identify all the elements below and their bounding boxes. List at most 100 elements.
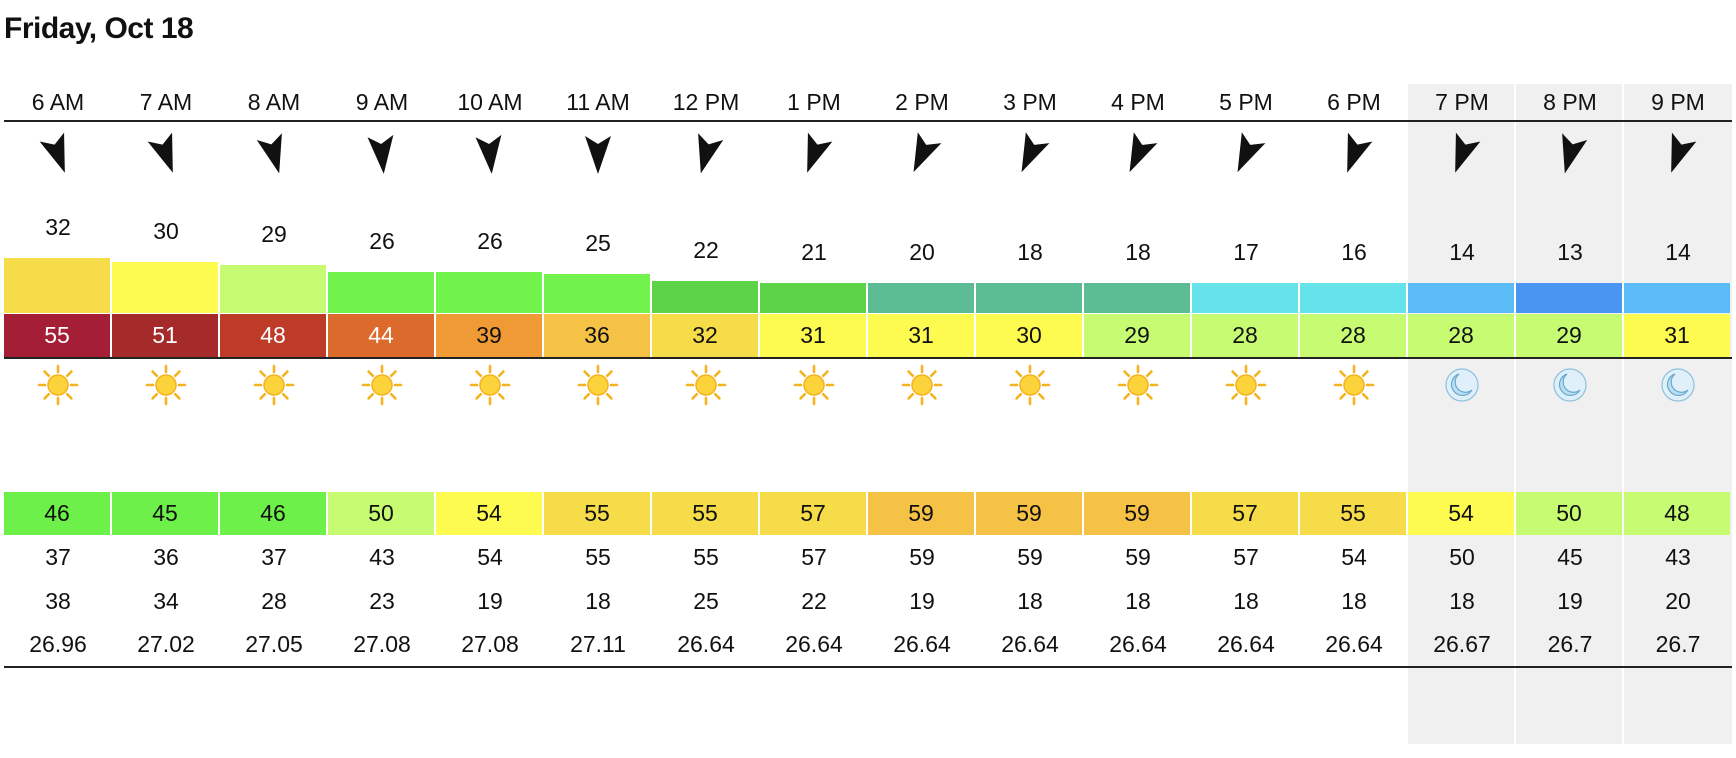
wind-speed-cell: 51 [112, 314, 218, 357]
sun-icon [1084, 364, 1192, 406]
sun-icon [1192, 364, 1300, 406]
wind-gust-value: 26 [477, 228, 503, 254]
column-separator [1622, 84, 1624, 744]
bottom-rule [4, 666, 1732, 668]
dew-point-value: 28 [261, 587, 287, 614]
column-separator [758, 84, 760, 744]
dew-point-value: 20 [1665, 587, 1691, 614]
wind-speed-cell: 30 [976, 314, 1082, 357]
wind-direction-arrow-icon [328, 128, 436, 180]
dew-point-value: 19 [1557, 587, 1583, 614]
pressure-value: 26.64 [677, 630, 735, 657]
wind-direction-arrow-icon [112, 128, 220, 180]
wind-gust-bar [1624, 283, 1730, 313]
wind-speed-cell: 55 [4, 314, 110, 357]
wind-direction-arrow-icon [1516, 128, 1624, 180]
dew-point-value: 19 [477, 587, 503, 614]
hourly-forecast-grid: 6 AM 32 55 46 37 38 26.96 7 AM 30 51 45 36 34 27.02 8 … [4, 84, 1732, 744]
hour-label: 1 PM [787, 88, 841, 115]
temperature-cell: 48 [1624, 492, 1730, 535]
wind-direction-arrow-icon [1084, 128, 1192, 180]
feels-like-value: 43 [369, 543, 395, 570]
wind-speed-cell: 31 [1624, 314, 1730, 357]
dew-point-value: 18 [1125, 587, 1151, 614]
wind-speed-cell: 28 [1408, 314, 1514, 357]
dew-point-value: 18 [1233, 587, 1259, 614]
temperature-cell: 46 [4, 492, 110, 535]
feels-like-value: 36 [153, 543, 179, 570]
header-rule [4, 120, 1732, 122]
wind-band-rule [4, 357, 1732, 359]
temperature-cell: 46 [220, 492, 326, 535]
pressure-value: 26.7 [1655, 630, 1701, 657]
wind-direction-arrow-icon [4, 128, 112, 180]
wind-gust-bar [652, 281, 758, 313]
feels-like-value: 37 [45, 543, 71, 570]
wind-gust-value: 30 [153, 218, 179, 244]
dew-point-value: 18 [585, 587, 611, 614]
column-separator [866, 84, 868, 744]
wind-speed-cell: 36 [544, 314, 650, 357]
hour-label: 2 PM [895, 88, 949, 115]
wind-gust-value: 21 [801, 239, 827, 265]
hour-label: 9 AM [355, 88, 409, 115]
temperature-cell: 50 [1516, 492, 1622, 535]
hour-label: 4 PM [1111, 88, 1165, 115]
column-separator [974, 84, 976, 744]
pressure-value: 26.96 [29, 630, 87, 657]
hour-label: 5 PM [1219, 88, 1273, 115]
pressure-value: 27.08 [461, 630, 519, 657]
temperature-cell: 54 [436, 492, 542, 535]
feels-like-value: 59 [1017, 543, 1043, 570]
dew-point-value: 23 [369, 587, 395, 614]
wind-gust-bar [328, 272, 434, 313]
wind-speed-cell: 31 [760, 314, 866, 357]
sun-icon [868, 364, 976, 406]
wind-gust-value: 32 [45, 214, 71, 240]
column-separator [434, 84, 436, 744]
column-separator [218, 84, 220, 744]
wind-speed-cell: 28 [1192, 314, 1298, 357]
dew-point-value: 18 [1017, 587, 1043, 614]
night-column-bg [1624, 84, 1732, 744]
wind-gust-value: 25 [585, 230, 611, 256]
column-separator [326, 84, 328, 744]
wind-gust-bar [976, 283, 1082, 313]
night-column-bg [1516, 84, 1624, 744]
sun-icon [976, 364, 1084, 406]
feels-like-value: 37 [261, 543, 287, 570]
sun-icon [544, 364, 652, 406]
hour-label: 7 PM [1435, 88, 1489, 115]
feels-like-value: 59 [1125, 543, 1151, 570]
temperature-cell: 59 [976, 492, 1082, 535]
feels-like-value: 57 [1233, 543, 1259, 570]
sun-icon [112, 364, 220, 406]
wind-direction-arrow-icon [976, 128, 1084, 180]
column-separator [542, 84, 544, 744]
wind-gust-value: 17 [1233, 239, 1259, 265]
feels-like-value: 45 [1557, 543, 1583, 570]
wind-direction-arrow-icon [436, 128, 544, 180]
dew-point-value: 25 [693, 587, 719, 614]
wind-speed-cell: 31 [868, 314, 974, 357]
column-separator [650, 84, 652, 744]
temperature-cell: 55 [652, 492, 758, 535]
wind-gust-value: 16 [1341, 239, 1367, 265]
wind-gust-value: 20 [909, 239, 935, 265]
feels-like-value: 50 [1449, 543, 1475, 570]
column-separator [110, 84, 112, 744]
sun-icon [220, 364, 328, 406]
temperature-cell: 54 [1408, 492, 1514, 535]
sun-icon [436, 364, 544, 406]
wind-direction-arrow-icon [1408, 128, 1516, 180]
wind-gust-bar [544, 274, 650, 313]
wind-gust-value: 29 [261, 221, 287, 247]
wind-gust-value: 18 [1125, 239, 1151, 265]
hour-label: 10 AM [457, 88, 523, 115]
wind-direction-arrow-icon [1624, 128, 1732, 180]
wind-speed-cell: 48 [220, 314, 326, 357]
wind-gust-bar [1516, 283, 1622, 313]
wind-speed-cell: 28 [1300, 314, 1406, 357]
pressure-value: 27.11 [570, 630, 626, 657]
wind-gust-value: 13 [1557, 239, 1583, 265]
